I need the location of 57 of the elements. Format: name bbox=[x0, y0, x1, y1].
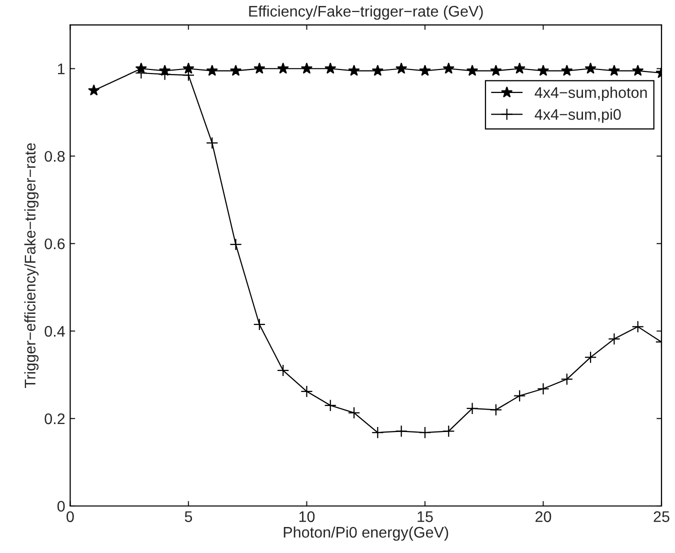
point bbox=[324, 62, 336, 74]
legend-label: 4x4−sum,photon bbox=[534, 86, 647, 101]
point bbox=[608, 332, 620, 346]
point bbox=[418, 426, 432, 439]
point bbox=[395, 425, 408, 438]
x-axis-title: Photon/Pi0 energy(GeV) bbox=[284, 526, 448, 541]
point bbox=[324, 399, 336, 412]
chart-title: Efficiency/Fake−trigger−rate (GeV) bbox=[249, 5, 483, 20]
point bbox=[372, 64, 384, 76]
point bbox=[206, 136, 218, 150]
y-axis-title: Trigger−efficiency/Fake−trigger−rate bbox=[24, 143, 39, 388]
point bbox=[513, 390, 526, 402]
point bbox=[253, 318, 266, 331]
point bbox=[276, 364, 290, 377]
point bbox=[419, 64, 431, 76]
y-tick-label: 0.4 bbox=[44, 326, 65, 337]
point bbox=[300, 385, 313, 398]
y-tick-label: 0 bbox=[57, 500, 65, 512]
x-tick-label: 25 bbox=[654, 511, 670, 522]
x-tick-label: 15 bbox=[418, 511, 433, 522]
x-tick-label: 10 bbox=[299, 511, 315, 522]
x-tick-label: 20 bbox=[536, 511, 552, 522]
point bbox=[466, 64, 478, 76]
point bbox=[442, 425, 455, 438]
point bbox=[632, 320, 644, 333]
point bbox=[584, 62, 596, 74]
x-tick-label: 0 bbox=[66, 511, 74, 522]
point bbox=[88, 84, 100, 96]
point bbox=[560, 373, 573, 386]
point bbox=[348, 64, 360, 76]
point bbox=[514, 62, 526, 74]
point bbox=[490, 404, 502, 416]
point bbox=[372, 426, 384, 439]
point bbox=[632, 64, 644, 76]
point bbox=[584, 351, 597, 364]
point bbox=[254, 62, 266, 74]
point bbox=[395, 62, 408, 74]
point bbox=[537, 382, 550, 395]
point bbox=[490, 64, 502, 76]
point bbox=[442, 62, 454, 74]
y-tick-label: 0.6 bbox=[44, 238, 65, 250]
point bbox=[608, 64, 620, 76]
point bbox=[466, 402, 478, 415]
point bbox=[300, 62, 313, 74]
point bbox=[348, 406, 360, 419]
y-tick-label: 0.8 bbox=[44, 150, 65, 162]
point bbox=[206, 64, 218, 76]
point bbox=[182, 62, 194, 74]
point bbox=[561, 64, 573, 76]
x-tick-label: 5 bbox=[184, 511, 192, 522]
y-tick-label: 0.2 bbox=[44, 413, 65, 424]
y-tick-label: 1 bbox=[58, 64, 65, 74]
point bbox=[537, 64, 550, 76]
point bbox=[230, 64, 242, 76]
point bbox=[230, 238, 242, 251]
legend-label: 4x4−sum,pi0 bbox=[534, 108, 621, 123]
point bbox=[277, 62, 289, 74]
